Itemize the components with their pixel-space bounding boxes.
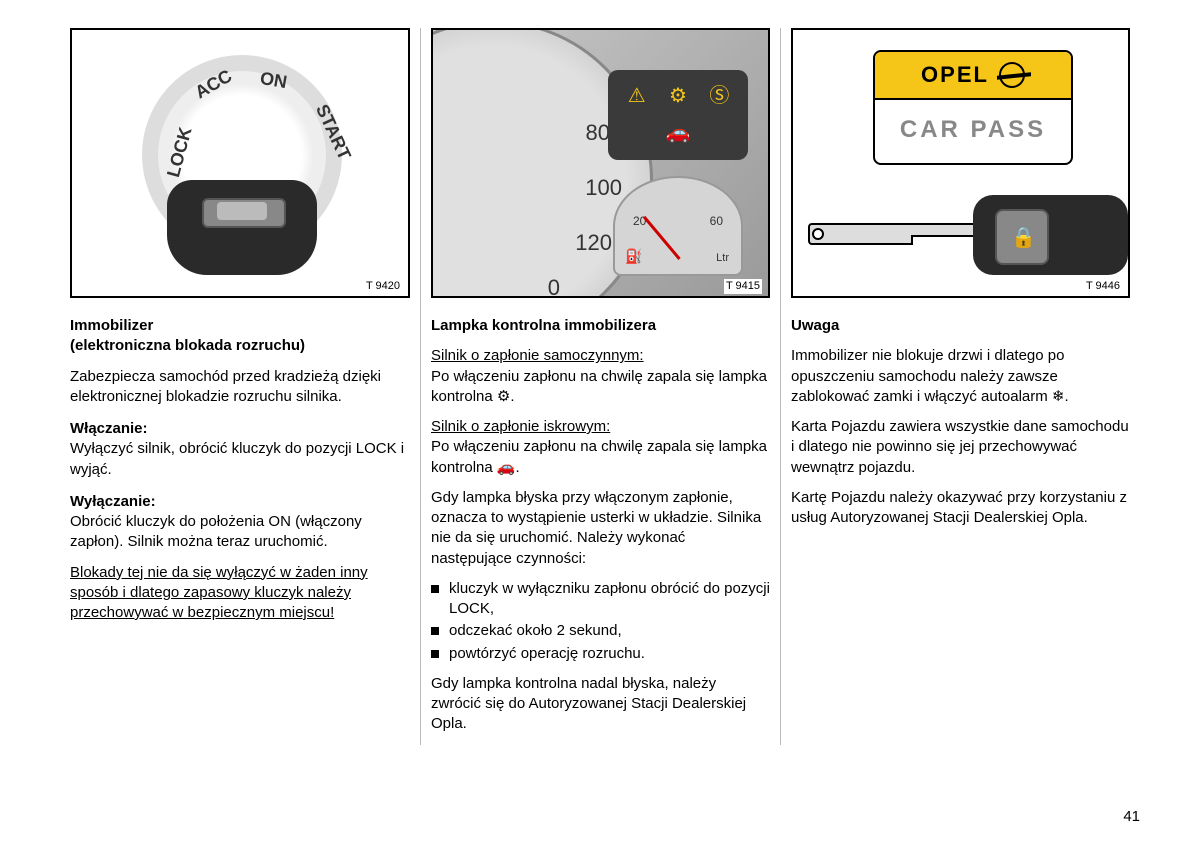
list-item: powtórzyć operację rozruchu. bbox=[431, 644, 770, 664]
figure-label: T 9420 bbox=[364, 279, 402, 294]
car-engine-icon: 🚗 bbox=[662, 118, 694, 150]
opel-brand-text: OPEL bbox=[921, 60, 989, 90]
figure-label: T 9415 bbox=[724, 279, 762, 294]
col1-sub2: Wyłączanie: bbox=[70, 492, 410, 512]
col3-p3: Kartę Pojazdu należy okazywać przy korzy… bbox=[791, 488, 1130, 529]
lock-icon: 🔒 bbox=[1011, 225, 1036, 252]
fuel-needle bbox=[643, 216, 681, 260]
page: LOCK ACC ON START T 9420 Immobilizer (el… bbox=[0, 0, 1200, 745]
speed-0: 0 bbox=[548, 273, 560, 298]
speed-100: 100 bbox=[585, 173, 622, 203]
key-head-graphic bbox=[167, 180, 317, 275]
col2-p4: Gdy lampka kontrolna nadal błyska, należ… bbox=[431, 674, 770, 735]
col1-p2: Wyłączyć silnik, obrócić kluczyk do pozy… bbox=[70, 439, 410, 480]
fuel-ltr: Ltr bbox=[716, 251, 729, 266]
fuel-pump-icon: ⛽ bbox=[625, 247, 642, 266]
col1-p3: Obrócić kluczyk do położenia ON (włączon… bbox=[70, 512, 410, 553]
figure-dashboard: 80 100 120 0 ⚠ ⚙ Ⓢ 🚗 20 60 Ltr ⛽ T 9415 bbox=[431, 28, 770, 298]
page-number: 41 bbox=[1123, 807, 1140, 827]
column-3: OPEL CAR PASS 🔒 T 9446 Uwaga Immobilizer… bbox=[780, 28, 1140, 745]
column-2: 80 100 120 0 ⚠ ⚙ Ⓢ 🚗 20 60 Ltr ⛽ T 9415 … bbox=[420, 28, 780, 745]
figure-carpass: OPEL CAR PASS 🔒 T 9446 bbox=[791, 28, 1130, 298]
col2-p3: Gdy lampka błyska przy włączonym zapło­n… bbox=[431, 488, 770, 569]
col1-title-line1: Immobilizer bbox=[70, 316, 410, 336]
speed-80: 80 bbox=[586, 118, 610, 148]
col3-p2: Karta Pojazdu zawiera wszystkie dane sam… bbox=[791, 417, 1130, 478]
carpass-brand-bar: OPEL bbox=[875, 52, 1071, 100]
key-blade bbox=[808, 223, 983, 245]
figure-ignition: LOCK ACC ON START T 9420 bbox=[70, 28, 410, 298]
key-ring-hole bbox=[812, 228, 824, 240]
gear-icon: ⚙ bbox=[662, 81, 694, 113]
col1-title: Immobilizer (elektroniczna blokada rozru… bbox=[70, 316, 410, 357]
figure-label: T 9446 bbox=[1084, 279, 1122, 294]
warning-icon: ⚠ bbox=[621, 81, 653, 113]
col2-title: Lampka kontrolna immobilizera bbox=[431, 316, 770, 336]
s-icon: Ⓢ bbox=[703, 81, 735, 113]
fuel-gauge: 20 60 Ltr ⛽ bbox=[613, 176, 743, 276]
speed-120: 120 bbox=[575, 228, 612, 258]
col1-title-line2: (elektroniczna blokada rozruchu) bbox=[70, 336, 410, 356]
column-1: LOCK ACC ON START T 9420 Immobilizer (el… bbox=[60, 28, 420, 745]
col1-p1: Zabezpiecza samochód przed kradzieżą dzi… bbox=[70, 367, 410, 408]
col2-list: kluczyk w wyłączniku zapłonu obrócić do … bbox=[431, 579, 770, 664]
col1-sub1: Włączanie: bbox=[70, 419, 410, 439]
col2-p1: Po włączeniu zapłonu na chwilę zapala si… bbox=[431, 367, 770, 408]
col2-p2: Po włączeniu zapłonu na chwilę zapala si… bbox=[431, 437, 770, 478]
warning-symbol-panel: ⚠ ⚙ Ⓢ 🚗 bbox=[608, 70, 748, 160]
carpass-card: OPEL CAR PASS bbox=[873, 50, 1073, 165]
col3-p1: Immobilizer nie blokuje drzwi i dlatego … bbox=[791, 346, 1130, 407]
car-key-graphic: 🔒 bbox=[808, 195, 1128, 275]
key-fob: 🔒 bbox=[973, 195, 1128, 275]
carpass-text: CAR PASS bbox=[875, 100, 1071, 146]
col2-u2: Silnik o zapłonie iskrowym: bbox=[431, 417, 770, 437]
col1-p4: Blokady tej nie da się wyłączyć w żaden … bbox=[70, 563, 410, 624]
opel-logo-icon bbox=[999, 62, 1025, 88]
fuel-60: 60 bbox=[710, 213, 723, 229]
col3-title: Uwaga bbox=[791, 316, 1130, 336]
ignition-label-on: ON bbox=[258, 66, 289, 95]
list-item: odczekać około 2 sekund, bbox=[431, 621, 770, 641]
col2-u1: Silnik o zapłonie samoczynnym: bbox=[431, 346, 770, 366]
list-item: kluczyk w wyłączniku zapłonu obrócić do … bbox=[431, 579, 770, 620]
